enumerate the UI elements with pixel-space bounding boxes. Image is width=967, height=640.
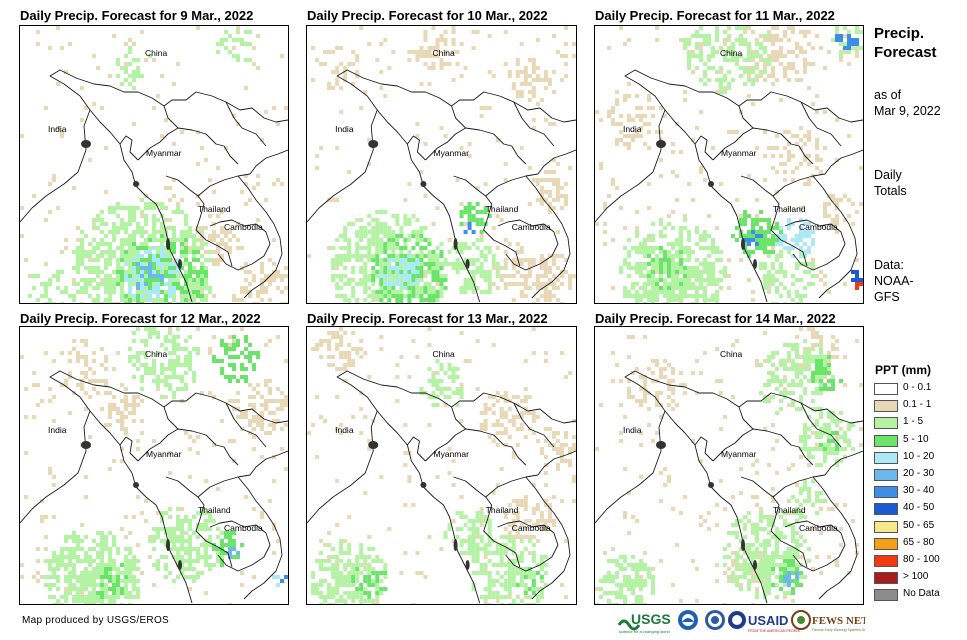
- partner-logos: USGS science for a changing world USAID …: [617, 607, 865, 633]
- forecast-map-4: China India Myanmar Thailand Cambodia: [19, 326, 289, 605]
- country-label-india: India: [335, 124, 354, 134]
- precip-field: [20, 327, 288, 604]
- legend-label: 65 - 80: [903, 537, 934, 548]
- panel-title-1: Daily Precip. Forecast for 9 Mar., 2022: [20, 8, 253, 23]
- fewsnet-logo-text: FEWS NET: [812, 615, 865, 627]
- legend-title: PPT (mm): [875, 363, 931, 377]
- country-label-cambodia: Cambodia: [512, 222, 551, 232]
- country-label-myanmar: Myanmar: [146, 449, 182, 459]
- seal-logo: [705, 610, 725, 630]
- country-label-cambodia: Cambodia: [799, 523, 838, 533]
- panel-title-3: Daily Precip. Forecast for 11 Mar., 2022: [595, 8, 835, 23]
- forecast-map-2: China India Myanmar Thailand Cambodia: [306, 25, 577, 304]
- country-label-china: China: [432, 48, 455, 58]
- country-label-china: China: [432, 349, 455, 359]
- legend-label: 40 - 50: [903, 502, 934, 513]
- legend-label: 20 - 30: [903, 468, 934, 479]
- country-label-china: China: [720, 349, 742, 359]
- legend-label: 50 - 65: [903, 520, 934, 531]
- daily-label: Daily: [874, 167, 902, 183]
- usgs-logo: USGS science for a changing world: [619, 611, 671, 634]
- legend-label: No Data: [903, 588, 940, 599]
- noaa-logo: [678, 610, 698, 630]
- country-label-myanmar: Myanmar: [721, 449, 757, 459]
- legend-label: 0.1 - 1: [903, 399, 931, 410]
- forecast-map-3: China India Myanmar Thailand Cambodia: [594, 25, 864, 304]
- legend-swatch: [874, 383, 898, 395]
- usgs-logo-text: USGS: [631, 611, 671, 627]
- forecast-map-6: China India Myanmar Thailand Cambodia: [594, 326, 864, 605]
- precip-field: [307, 327, 576, 604]
- legend-label: 5 - 10: [903, 434, 929, 445]
- country-label-india: India: [48, 124, 67, 134]
- precip-field: [595, 26, 863, 303]
- precip-field: [595, 327, 863, 604]
- country-label-myanmar: Myanmar: [146, 148, 182, 158]
- panel-title-5: Daily Precip. Forecast for 13 Mar., 2022: [307, 311, 548, 326]
- data-label: Data:: [874, 257, 904, 273]
- forecast-map-5: China India Myanmar Thailand Cambodia: [306, 326, 577, 605]
- legend-label: 30 - 40: [903, 485, 934, 496]
- totals-label: Totals: [874, 183, 907, 199]
- legend-swatch: [874, 503, 898, 515]
- panel-title-4: Daily Precip. Forecast for 12 Mar., 2022: [20, 311, 261, 326]
- legend-swatch: [874, 589, 898, 601]
- fewsnet-logo: FEWS NET Famine Early Warning Systems Ne…: [792, 611, 865, 632]
- legend-swatch: [874, 435, 898, 447]
- legend-swatch: [874, 555, 898, 567]
- legend-label: 0 - 0.1: [903, 382, 931, 393]
- panel-title-6: Daily Precip. Forecast for 14 Mar., 2022: [595, 311, 836, 326]
- country-boundaries: [20, 371, 288, 603]
- as-of-date: Mar 9, 2022: [874, 103, 941, 119]
- country-label-myanmar: Myanmar: [721, 148, 757, 158]
- country-label-thailand: Thailand: [198, 204, 231, 214]
- panel-title-2: Daily Precip. Forecast for 10 Mar., 2022: [307, 8, 548, 23]
- usaid-logo-text: USAID: [748, 613, 788, 628]
- country-label-cambodia: Cambodia: [224, 222, 263, 232]
- legend-swatch: [874, 417, 898, 429]
- legend-swatch: [874, 486, 898, 498]
- legend-swatch: [874, 452, 898, 464]
- country-label-india: India: [623, 425, 642, 435]
- legend-label: 1 - 5: [903, 416, 923, 427]
- country-label-myanmar: Myanmar: [433, 449, 469, 459]
- country-label-thailand: Thailand: [198, 505, 231, 515]
- country-label-myanmar: Myanmar: [433, 148, 469, 158]
- country-label-china: China: [145, 349, 167, 359]
- as-of-label: as of: [874, 87, 901, 103]
- country-label-thailand: Thailand: [773, 204, 806, 214]
- legend-swatch: [874, 469, 898, 481]
- country-label-thailand: Thailand: [486, 505, 519, 515]
- usaid-logo: USAID FROM THE AMERICAN PEOPLE: [728, 611, 801, 633]
- legend-swatch: [874, 538, 898, 550]
- country-label-thailand: Thailand: [486, 204, 519, 214]
- country-label-india: India: [48, 425, 67, 435]
- country-label-thailand: Thailand: [773, 505, 806, 515]
- legend-label: 10 - 20: [903, 451, 934, 462]
- country-label-cambodia: Cambodia: [512, 523, 551, 533]
- legend-label: 80 - 100: [903, 554, 940, 565]
- sidebar-title: Precip. Forecast: [874, 24, 937, 62]
- precip-field: [307, 26, 576, 303]
- legend-swatch: [874, 572, 898, 584]
- map-credit: Map produced by USGS/EROS: [22, 615, 169, 626]
- country-label-china: China: [145, 48, 167, 58]
- forecast-map-1: China India Myanmar Thailand Cambodia: [19, 25, 289, 304]
- country-label-cambodia: Cambodia: [224, 523, 263, 533]
- precip-field: [20, 26, 288, 303]
- legend-swatch: [874, 400, 898, 412]
- data-source-gfs: GFS: [874, 289, 900, 305]
- country-label-cambodia: Cambodia: [799, 222, 838, 232]
- legend-swatch: [874, 521, 898, 533]
- country-label-china: China: [720, 48, 742, 58]
- data-source-noaa: NOAA-: [874, 273, 914, 289]
- country-label-india: India: [623, 124, 642, 134]
- country-label-india: India: [335, 425, 354, 435]
- legend-label: > 100: [903, 571, 928, 582]
